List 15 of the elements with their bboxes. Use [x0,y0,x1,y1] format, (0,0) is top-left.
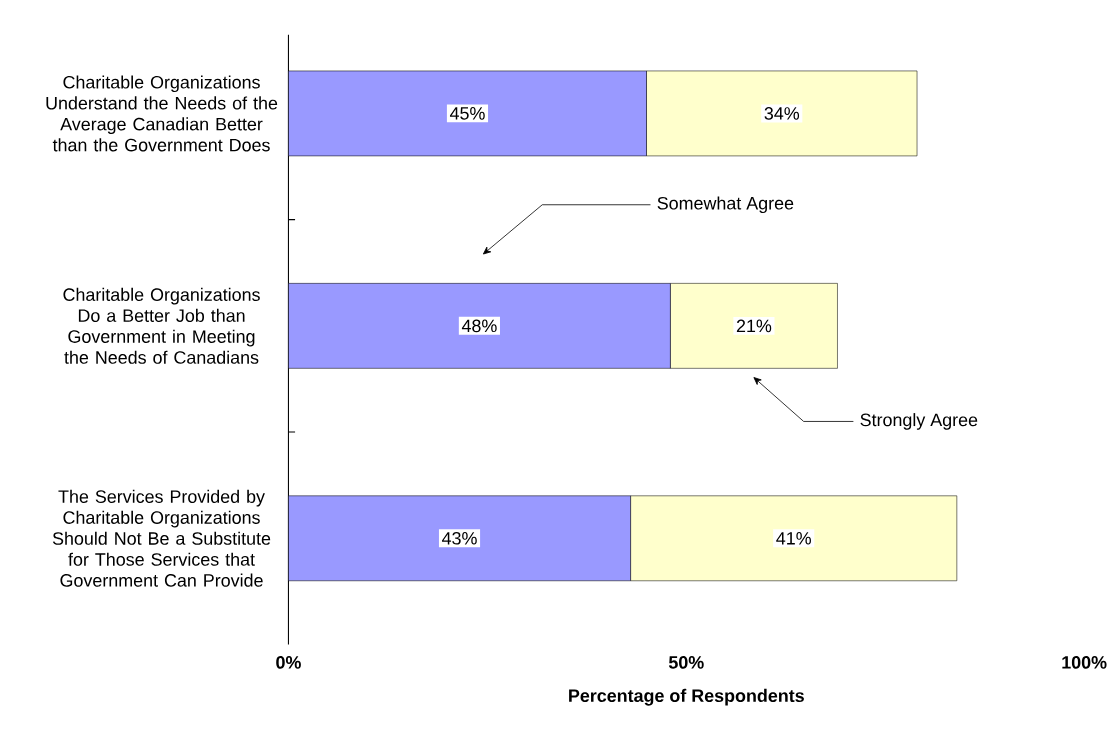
data-label: 48% [461,319,497,333]
x-tick-label: 0% [276,656,301,669]
data-label: 34% [764,107,800,120]
data-label: 41% [776,532,811,545]
text: Strongly Agree [860,413,978,430]
data-label: 45% [449,107,485,120]
data-label: 21% [736,319,772,333]
x-tick-label: 100% [1062,656,1107,669]
y-tick-label: Charitable Organizations Understand the Needs of the Average Canadian Better than the Government Does [46,75,278,152]
text: Somewhat Agree [657,196,794,214]
x-axis-title: Percentage of Respondents [569,688,804,706]
y-tick-label: The Services Provided by Charitable Organizations Should Not Be a Substitute for Those Services that Government Can Provide [52,489,271,587]
x-tick-label: 50% [668,656,704,669]
data-label: 43% [442,531,477,545]
y-tick-label: Charitable Organizations Do a Better Job than Government in Meeting the Needs of Canadians [63,287,260,364]
